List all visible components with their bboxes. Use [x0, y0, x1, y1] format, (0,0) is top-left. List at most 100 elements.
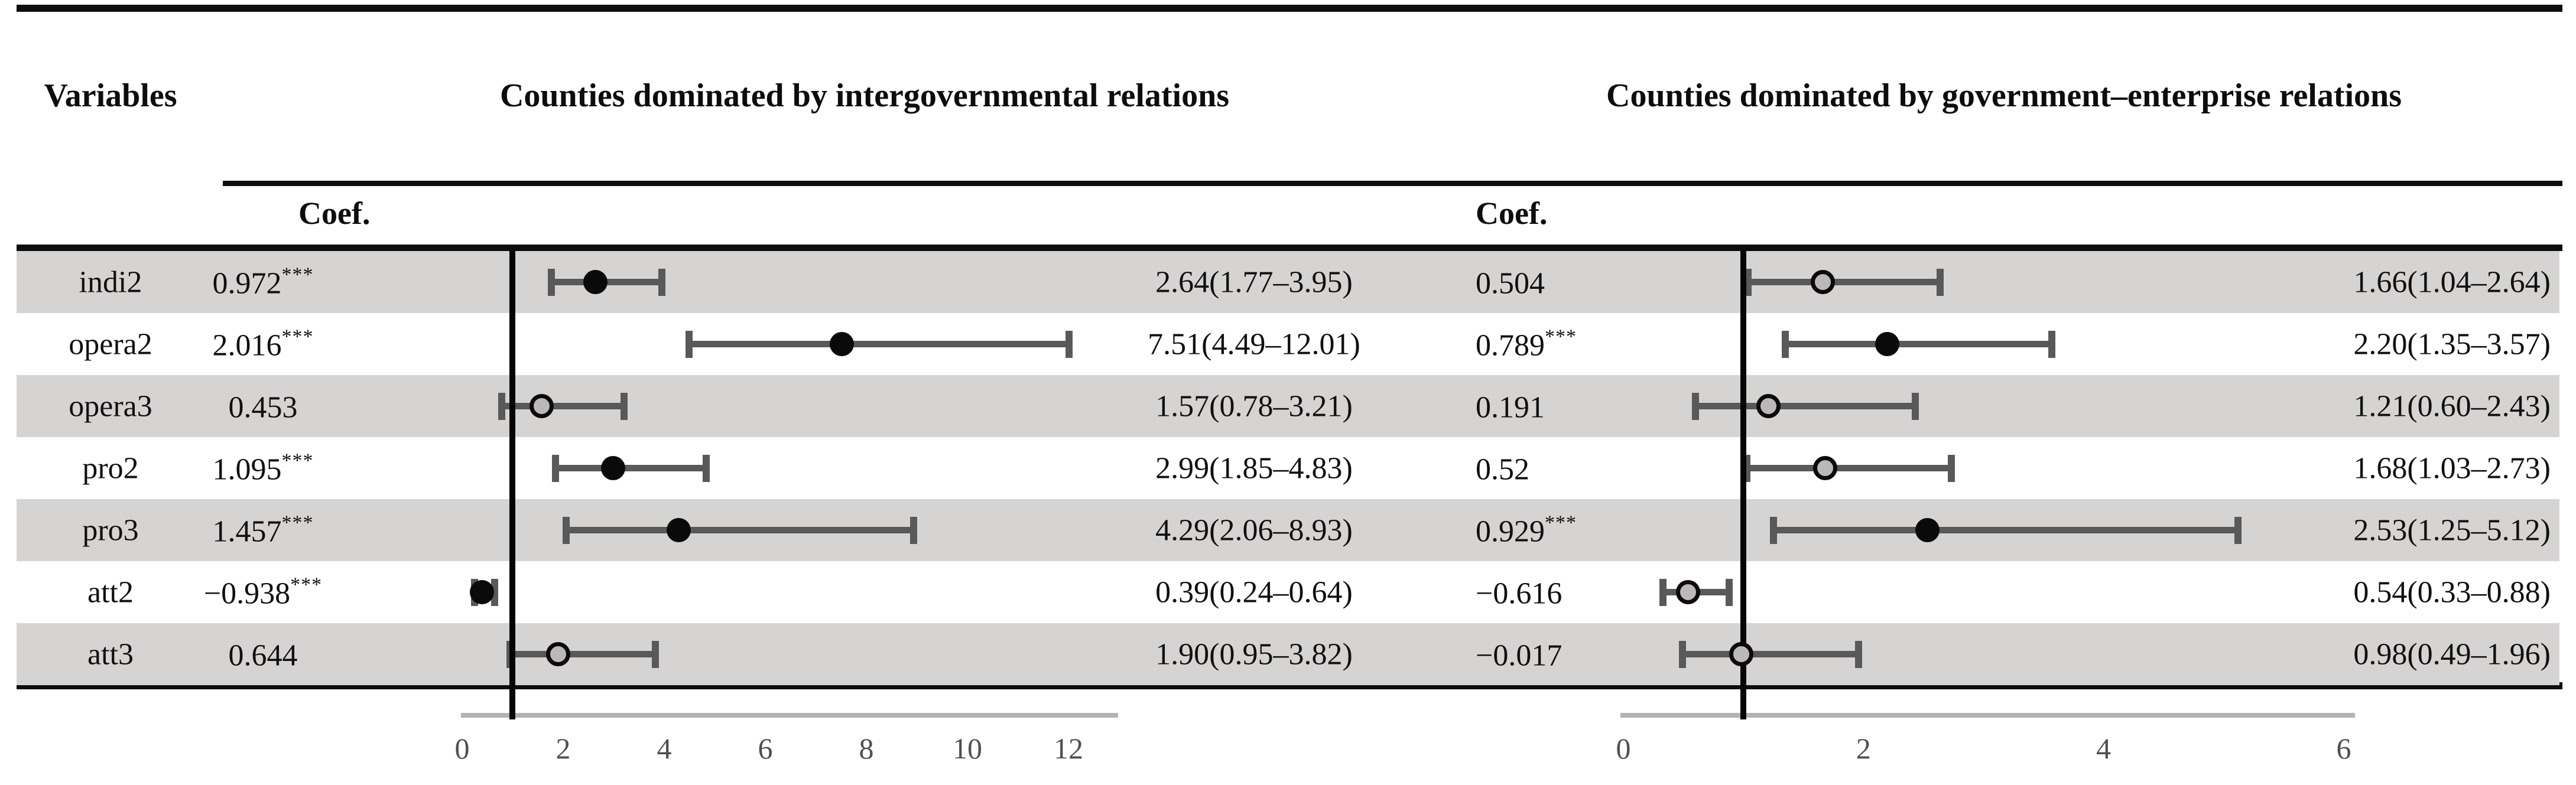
x-axis-tick-label: 10: [953, 732, 982, 765]
ci-error-bar: [1773, 527, 2239, 533]
ci-cap-low: [1769, 516, 1777, 544]
row-stripe: [17, 251, 2559, 313]
ci-error-bar: [1695, 403, 1915, 409]
or-marker-hollow: [545, 642, 570, 666]
ci-cap-low: [1659, 578, 1667, 606]
or-marker-filled: [469, 580, 494, 604]
right-coef-value: 0.929***: [1476, 512, 1577, 549]
x-axis-tick-label: 8: [859, 732, 874, 765]
left-or-ci-label: 0.39(0.24–0.64): [1155, 575, 1353, 609]
or-marker-filled: [829, 332, 854, 356]
left-or-ci-label: 7.51(4.49–12.01): [1148, 327, 1360, 361]
ci-cap-high: [2234, 516, 2242, 544]
right-or-ci-label: 2.53(1.25–5.12): [2353, 513, 2551, 547]
right-x-axis-line: [1620, 713, 2355, 718]
left-coef-header: Coef.: [298, 196, 371, 231]
right-coef-value: −0.616: [1476, 574, 1562, 611]
ci-cap-high: [1947, 454, 1955, 482]
variable-label: opera3: [69, 389, 152, 423]
right-or-ci-label: 0.54(0.33–0.88): [2353, 575, 2551, 609]
subheader-rule: [223, 181, 2562, 186]
left-or-ci-label: 1.90(0.95–3.82): [1155, 637, 1353, 671]
variable-label: opera2: [69, 327, 152, 361]
x-axis-tick-label: 0: [454, 732, 470, 765]
ci-cap-high: [658, 268, 665, 296]
left-coef-value: 1.457***: [213, 512, 314, 549]
left-coef-value: 0.644: [229, 636, 298, 673]
coef-number: 1.095: [212, 452, 282, 487]
ci-error-bar: [1747, 465, 1951, 471]
left-or-ci-label: 2.99(1.85–4.83): [1155, 451, 1353, 485]
right-reference-line: [1740, 250, 1746, 719]
x-axis-tick-label: 4: [2096, 732, 2112, 765]
ci-cap-low: [1782, 330, 1789, 358]
coef-number: −0.938: [203, 576, 291, 611]
right-coef-value: 0.504: [1476, 263, 1545, 301]
variable-label: indi2: [79, 265, 142, 299]
right-or-ci-label: 1.66(1.04–2.64): [2353, 265, 2551, 299]
coef-number: 0.191: [1476, 390, 1545, 425]
coef-number: −0.017: [1476, 639, 1563, 673]
ci-error-bar: [510, 651, 655, 657]
left-coef-value: 0.453: [229, 387, 298, 425]
variable-label: pro3: [82, 513, 139, 547]
left-coef-value: 0.972***: [213, 263, 314, 301]
left-coef-value: 1.095***: [213, 449, 314, 487]
left-coef-value: 2.016***: [213, 325, 314, 363]
ci-cap-low: [685, 330, 693, 358]
right-panel-title: Counties dominated by government–enterpr…: [1606, 77, 2402, 114]
left-or-ci-label: 4.29(2.06–8.93): [1155, 513, 1353, 547]
ci-error-bar: [688, 341, 1069, 347]
ci-error-bar: [556, 465, 706, 471]
ci-cap-low: [498, 392, 505, 420]
right-coef-value: 0.789***: [1476, 325, 1577, 363]
right-coef-value: −0.017: [1476, 636, 1562, 673]
ci-cap-high: [621, 392, 628, 420]
or-marker-hollow: [529, 394, 554, 418]
coef-number: 0.644: [228, 639, 298, 673]
coef-number: 0.929: [1476, 514, 1545, 549]
coef-number: 0.453: [228, 390, 298, 425]
left-coef-value: −0.938***: [204, 574, 322, 611]
ci-cap-high: [1855, 640, 1863, 668]
row-stripe: [17, 375, 2559, 437]
ci-cap-high: [1937, 268, 1944, 296]
coef-number: 1.457: [212, 514, 282, 549]
coef-number: 2.016: [212, 328, 282, 363]
significance-stars: ***: [281, 449, 314, 471]
ci-error-bar: [1785, 341, 2052, 347]
significance-stars: ***: [281, 511, 314, 533]
ci-cap-low: [1745, 268, 1752, 296]
variable-label: att2: [87, 575, 134, 609]
ci-error-bar: [566, 527, 914, 533]
coef-number: 0.789: [1476, 328, 1545, 363]
ci-cap-low: [1678, 640, 1686, 668]
or-marker-hollow: [1810, 270, 1835, 294]
left-x-axis-line: [461, 713, 1118, 718]
right-or-ci-label: 1.21(0.60–2.43): [2353, 389, 2551, 423]
right-coef-header: Coef.: [1476, 196, 1548, 231]
variable-label: pro2: [82, 451, 139, 485]
ci-cap-low: [548, 268, 556, 296]
ci-cap-low: [1691, 392, 1699, 420]
x-axis-tick-label: 4: [657, 732, 672, 765]
or-marker-hollow: [1676, 580, 1701, 604]
or-marker-hollow: [1812, 456, 1837, 480]
or-marker-filled: [667, 518, 691, 542]
or-marker-filled: [1875, 332, 1900, 356]
significance-stars: ***: [281, 325, 314, 347]
significance-stars: ***: [290, 573, 323, 595]
coef-number: 0.52: [1476, 452, 1529, 487]
left-reference-line: [509, 250, 515, 719]
left-or-ci-label: 2.64(1.77–3.95): [1155, 265, 1353, 299]
or-marker-filled: [601, 456, 626, 480]
ci-cap-high: [909, 516, 917, 544]
right-or-ci-label: 1.68(1.03–2.73): [2353, 451, 2551, 485]
x-axis-tick-label: 6: [2336, 732, 2351, 765]
x-axis-tick-label: 2: [556, 732, 571, 765]
row-stripe: [17, 623, 2559, 685]
significance-stars: ***: [1545, 325, 1577, 347]
ci-cap-high: [1911, 392, 1919, 420]
right-or-ci-label: 2.20(1.35–3.57): [2353, 327, 2551, 361]
ci-cap-high: [1725, 578, 1733, 606]
